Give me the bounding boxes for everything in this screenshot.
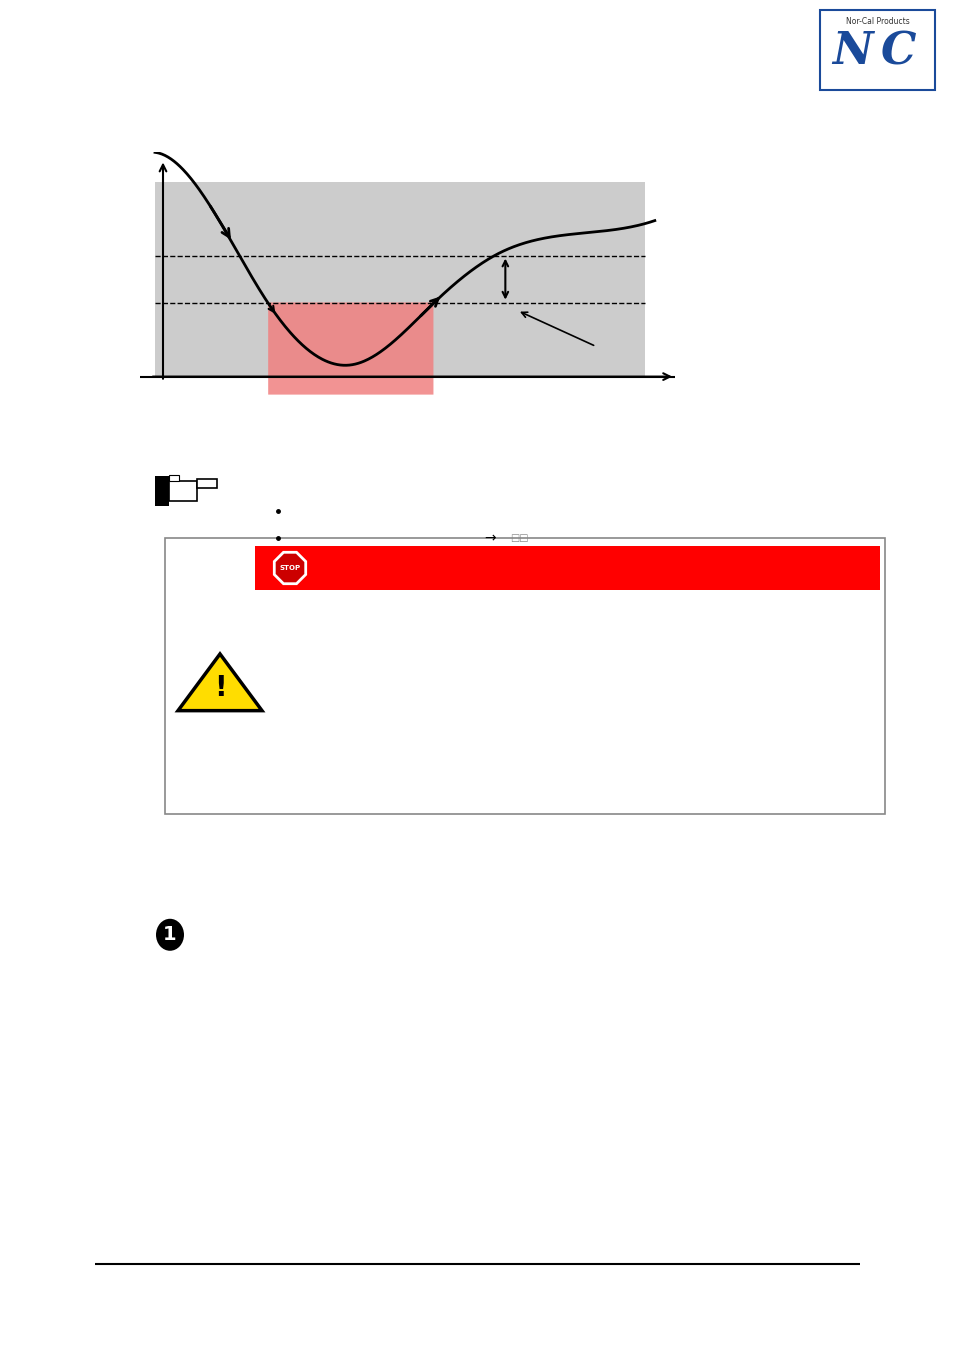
Bar <box>169 482 196 500</box>
Polygon shape <box>274 553 305 584</box>
Text: STOP: STOP <box>279 565 300 572</box>
Text: N: N <box>831 31 871 74</box>
Text: C: C <box>880 31 915 74</box>
Polygon shape <box>268 303 433 366</box>
Ellipse shape <box>156 919 184 951</box>
Text: Nor-Cal Products: Nor-Cal Products <box>844 17 908 27</box>
Bar <box>165 538 884 814</box>
Polygon shape <box>178 654 262 710</box>
Polygon shape <box>268 303 433 394</box>
Text: 1: 1 <box>163 925 176 944</box>
Text: !: ! <box>213 674 226 702</box>
Text: □□: □□ <box>510 533 528 543</box>
Bar <box>196 479 216 488</box>
Text: →: → <box>484 531 496 545</box>
Bar <box>820 9 934 90</box>
Bar <box>154 182 644 377</box>
Bar <box>254 546 879 590</box>
Bar <box>169 475 179 482</box>
Bar <box>154 476 169 506</box>
